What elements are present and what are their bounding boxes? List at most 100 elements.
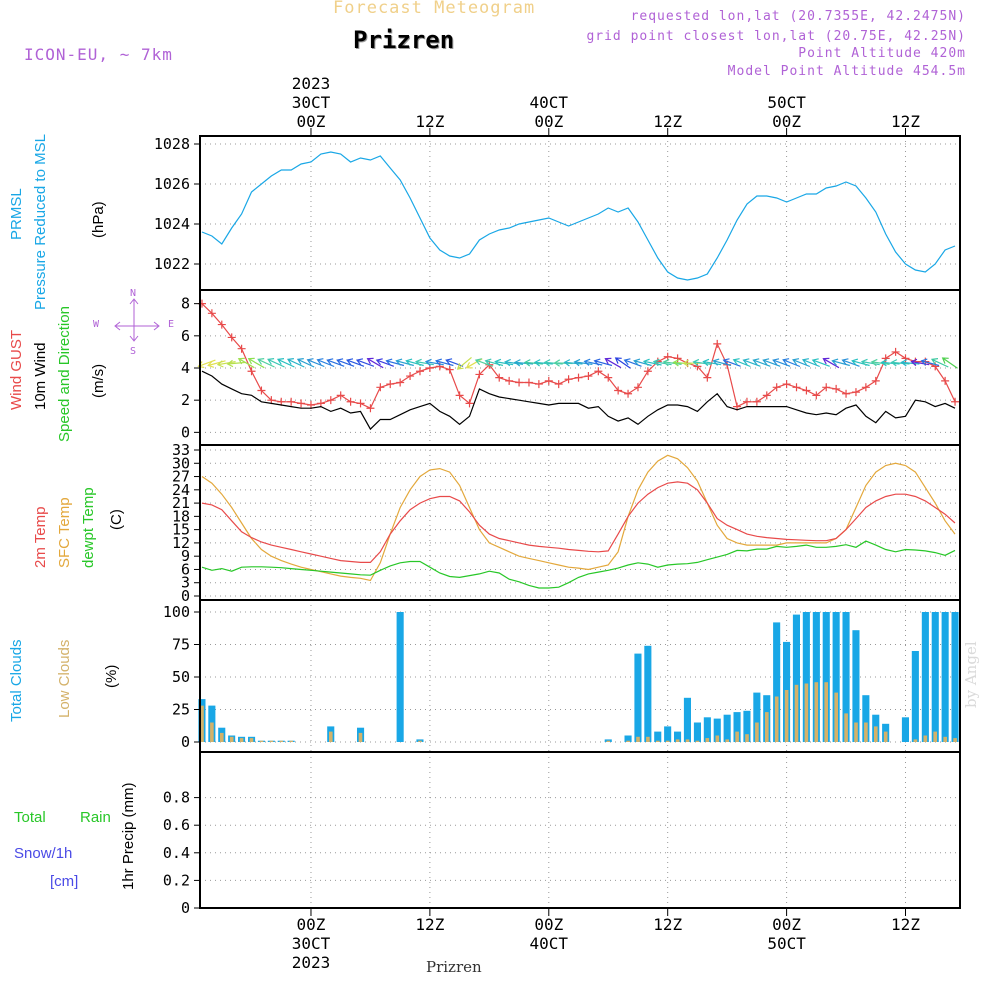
total_clouds-bar [743,710,751,742]
wind-arrow [841,358,860,367]
clouds-unit-label: (%) [103,664,120,688]
gust-marker [832,384,841,393]
total_clouds-bar [852,630,860,742]
gust-marker [386,380,395,389]
wind-arrow [573,358,593,367]
wind-arrow [801,358,820,368]
y-tick-label: 27 [172,468,190,486]
gust-marker [901,354,910,363]
wind-arrow [792,358,811,368]
meteogram-title: Forecast Meteogram [333,0,536,18]
low_clouds-bar [269,740,274,742]
low_clouds-bar [210,722,214,742]
x-tick-label-top: 12Z [653,112,682,131]
gust-marker [534,380,543,389]
total_clouds-bar [753,692,761,742]
gust-marker [554,380,563,389]
low_clouds-bar [784,690,789,742]
low_clouds-bar [606,740,611,742]
low_clouds-bar [725,739,729,742]
gust-marker [356,399,365,408]
x-tick-label-top: 12Z [891,112,920,131]
y-tick-label: 4 [181,359,190,377]
gust-marker [396,378,405,387]
y-tick-label: 8 [181,295,190,313]
total_clouds-bar [802,612,810,742]
low_clouds-bar [854,722,858,742]
gust-marker [475,370,484,379]
y-tick-label: 6 [181,327,190,345]
temp-unit-label: (C) [108,509,125,530]
low_clouds-bar [953,738,957,742]
wind-arrow [831,358,850,367]
y-tick-label: 18 [172,507,190,525]
wind-arrow [930,358,949,368]
y-tick-label: 2 [181,391,190,409]
x-tick-label-bottom: 12Z [415,915,444,934]
y-tick-label: 30 [172,454,190,472]
wind-unit-label: (m/s) [90,363,107,398]
low_clouds-bar [774,696,779,742]
low_clouds-bar [229,736,234,742]
x-tick-label-top: 00Z [772,112,801,131]
temp-2m-label: 2m Temp [32,506,49,568]
wind-arrow [941,357,958,369]
total_clouds-bar [951,612,959,742]
total_clouds-bar [773,622,781,742]
gust-marker [792,383,801,392]
wind-arrow [405,358,424,367]
station-name: Prizren [353,26,455,54]
prmsl-label: PRMSL [8,188,25,240]
low_clouds-bar [745,734,749,742]
y-tick-label: 21 [172,494,190,512]
low_clouds-bar [735,731,739,742]
x-tick-label-bottom: 50CT [767,934,806,953]
wind-arrow [216,360,236,368]
compass-north: N [130,288,137,299]
wind-arrow [782,358,801,368]
total_clouds-bar [634,653,642,742]
wind-arrow [752,358,771,367]
gust-marker [643,367,652,376]
total_clouds-bar [931,612,939,742]
y-tick-label: 75 [172,636,190,654]
gust-marker [752,397,761,406]
gust-marker [633,383,642,392]
series-layer [197,151,960,742]
y-tick-label: 1026 [154,175,190,193]
precip-rain-label: Rain [80,809,111,826]
y-tick-label: 25 [172,701,190,719]
precip-total-label: Total [14,809,46,826]
gust-marker [594,367,603,376]
wind-arrow [316,358,335,368]
x-tick-label-top: 12Z [415,112,444,131]
gust-marker [802,386,811,395]
wind-arrow [415,358,434,367]
total_clouds-bar [654,731,662,742]
y-tick-label: 100 [163,603,190,621]
gust-marker [624,389,633,398]
wind-arrow [504,358,524,367]
wind-arrow [257,358,275,368]
total_clouds-bar [683,697,691,742]
total_clouds-bar [812,612,820,742]
compass-west: W [93,319,100,330]
gust-marker [445,365,454,374]
x-tick-label-top: 2023 [292,74,331,93]
wind-arrow [772,358,791,367]
low_clouds-bar [794,684,799,742]
wind-arrow [326,358,345,367]
gust-marker [861,383,870,392]
total_clouds-bar [723,714,731,742]
wind-arrow [523,359,543,367]
total_clouds-bar [693,722,701,742]
low_clouds-bar [289,740,293,742]
low_clouds-bar [943,736,947,742]
y-tick-label: 1022 [154,255,190,273]
gust-marker [515,378,524,387]
wind-arrow [822,357,840,369]
total_clouds-bar [842,612,850,742]
footer-station-name: Prizren [426,958,482,976]
total_clouds-bar [911,651,919,742]
low_clouds-bar [765,712,769,742]
